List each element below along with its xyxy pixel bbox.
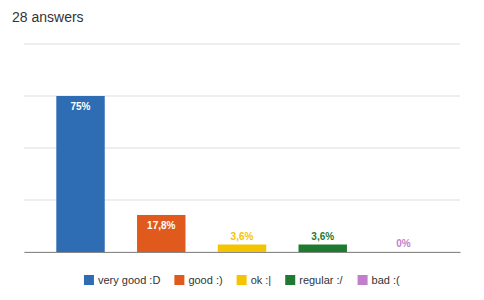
legend-label: ok :| — [251, 274, 272, 286]
legend-label: very good :D — [98, 274, 160, 286]
legend-item: bad :( — [358, 274, 400, 286]
legend-swatch — [174, 275, 184, 285]
legend-swatch — [84, 275, 94, 285]
bar — [218, 245, 266, 252]
legend-label: regular :/ — [299, 274, 343, 286]
data-label: 0% — [396, 238, 411, 249]
bar — [299, 245, 347, 252]
data-labels: 75% 17,8% 3,6% 3,6% 0% — [71, 101, 411, 249]
title: 28 answers — [12, 9, 84, 25]
axis-line — [25, 252, 461, 253]
grid — [24, 44, 460, 252]
bar — [137, 215, 185, 252]
x-axis — [25, 252, 461, 253]
legend-swatch — [358, 275, 368, 285]
bar — [56, 96, 104, 252]
grid-line — [24, 44, 460, 45]
legend-item: good :) — [174, 274, 222, 286]
legend-item: ok :| — [237, 274, 272, 286]
legend-item: regular :/ — [285, 274, 343, 286]
data-label: 3,6% — [231, 231, 254, 242]
legend-swatch — [285, 275, 295, 285]
bars — [56, 96, 347, 252]
chart: 28 answers 75% 17,8% 3,6% 3,6% 0% very good :D… — [0, 0, 484, 300]
legend-label: bad :( — [372, 274, 400, 286]
legend-swatch — [237, 275, 247, 285]
data-label: 17,8% — [147, 220, 175, 231]
data-label: 3,6% — [311, 231, 334, 242]
legend-item: very good :D — [84, 274, 160, 286]
data-label: 75% — [71, 101, 91, 112]
legend: very good :D good :) ok :| regular :/ bad :( — [84, 274, 400, 286]
plot: 75% 17,8% 3,6% 3,6% 0% — [24, 44, 461, 253]
bar — [379, 252, 427, 253]
legend-label: good :) — [188, 274, 222, 286]
